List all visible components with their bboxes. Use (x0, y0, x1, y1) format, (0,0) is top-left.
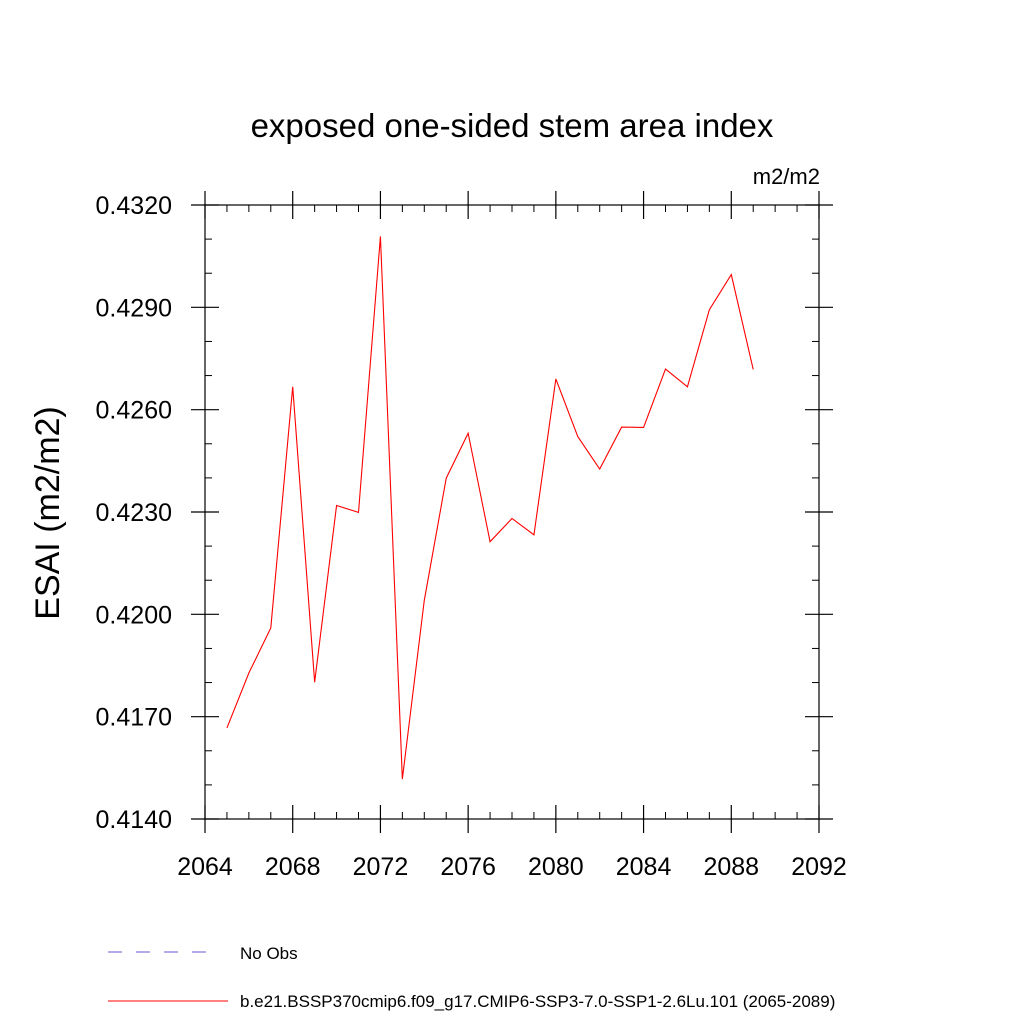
data-point (664, 368, 667, 371)
x-axis: 2064 2068 2072 2076 2080 2084 2088 2092 (177, 191, 847, 881)
x-tick-label: 2068 (265, 853, 321, 881)
data-point (445, 477, 448, 480)
y-tick-label: 0.4230 (96, 499, 172, 527)
x-tick-label: 2072 (353, 853, 409, 881)
data-point (357, 511, 360, 514)
data-point (247, 672, 250, 675)
y-tick-label: 0.4290 (96, 294, 172, 322)
data-point (686, 385, 689, 388)
data-point (511, 517, 514, 520)
y-tick-label: 0.4260 (96, 397, 172, 425)
units-label: m2/m2 (753, 164, 820, 189)
data-point (554, 377, 557, 380)
x-tick-label: 2076 (440, 853, 496, 881)
data-point (269, 626, 272, 629)
x-tick-label: 2084 (616, 853, 672, 881)
data-point (291, 385, 294, 388)
legend: No Obs b.e21.BSSP370cmip6.f09_g17.CMIP6-… (108, 944, 835, 1011)
data-point (335, 504, 338, 507)
y-axis-label: ESAI (m2/m2) (29, 406, 67, 619)
data-point (730, 273, 733, 276)
chart-title: exposed one-sided stem area index (251, 107, 774, 144)
data-point (620, 426, 623, 429)
data-point (401, 778, 404, 781)
data-point (225, 726, 228, 729)
data-point (313, 681, 316, 684)
y-tick-label: 0.4200 (96, 601, 172, 629)
data-point (598, 468, 601, 471)
x-tick-label: 2064 (177, 853, 233, 881)
data-point (576, 435, 579, 438)
data-point (423, 599, 426, 602)
legend-label-model-run: b.e21.BSSP370cmip6.f09_g17.CMIP6-SSP3-7.… (240, 992, 835, 1011)
x-tick-label: 2080 (528, 853, 584, 881)
series-line (226, 236, 754, 780)
y-tick-label: 0.4170 (96, 704, 172, 732)
data-point (532, 533, 535, 536)
data-point (752, 368, 755, 371)
series-layer (225, 235, 755, 781)
x-tick-label: 2092 (791, 853, 847, 881)
y-axis: 0.4140 0.4170 0.4200 0.4230 0.4260 0.4290 0.43… (96, 192, 833, 834)
data-point (642, 426, 645, 429)
data-point (379, 235, 382, 238)
legend-label-no-obs: No Obs (240, 944, 298, 963)
y-tick-label: 0.4320 (96, 192, 172, 220)
data-point (467, 432, 470, 435)
data-point (489, 540, 492, 543)
x-tick-label: 2088 (703, 853, 759, 881)
y-tick-label: 0.4140 (96, 806, 172, 834)
data-point (708, 308, 711, 311)
